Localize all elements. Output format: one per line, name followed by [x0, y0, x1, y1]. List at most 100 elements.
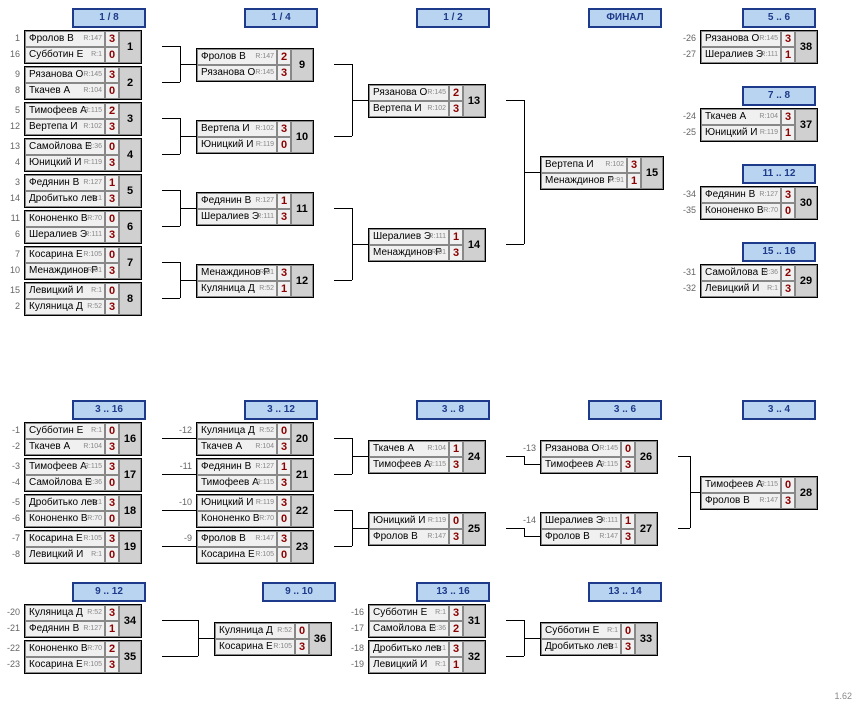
- version-label: 1.62: [834, 691, 852, 701]
- player-name: Менаждинов РR:91: [25, 263, 105, 279]
- player-score: 1: [627, 173, 641, 189]
- player-rating: R:91: [609, 174, 624, 188]
- match-box: Вертепа ИR:1023Менаждинов РR:91115: [540, 156, 664, 190]
- seed-label: -16: [348, 604, 366, 620]
- player-rating: R:52: [87, 606, 102, 620]
- player-score: 2: [449, 621, 463, 637]
- player-score: 3: [295, 639, 309, 655]
- seed-label: -14: [520, 512, 538, 528]
- bracket-connector: [524, 456, 525, 464]
- bracket-connector: [162, 298, 180, 299]
- seed-label: -9: [176, 530, 194, 546]
- seed-label: -35: [680, 202, 698, 218]
- player-score: 3: [105, 439, 119, 455]
- round-header: 13 .. 14: [588, 582, 662, 602]
- match-number: 34: [119, 605, 141, 637]
- player-score: 2: [105, 103, 119, 119]
- player-score: 3: [449, 101, 463, 117]
- player-name: Шералиев ЭR:111: [541, 513, 621, 529]
- match-box: Шералиев ЭR:1111Фролов ВR:147327: [540, 512, 658, 546]
- match-number: 3: [119, 103, 141, 135]
- player-score: 2: [781, 265, 795, 281]
- bracket-connector: [334, 546, 352, 547]
- seed-label: 1: [4, 30, 22, 46]
- player-rating: R:104: [83, 440, 102, 454]
- bracket-connector: [162, 474, 196, 475]
- player-rating: R:105: [83, 532, 102, 546]
- player-score: 0: [621, 623, 635, 639]
- seed-label: -18: [348, 640, 366, 656]
- match-box: Юницкий ИR:1193Кононенко ВR:70022: [196, 494, 314, 528]
- player-rating: R:115: [600, 458, 618, 472]
- player-name: Субботин ЕR:1: [25, 423, 105, 439]
- player-rating: R:115: [84, 104, 102, 118]
- seed-label: -20: [4, 604, 22, 620]
- player-name: Рязанова ОR:145: [369, 85, 449, 101]
- bracket-connector: [162, 154, 180, 155]
- player-name: Федянин ВR:127: [701, 187, 781, 203]
- player-score: 1: [449, 441, 463, 457]
- player-rating: R:70: [763, 204, 778, 218]
- match-box: Субботин ЕR:13Самойлова ЕR:36231: [368, 604, 486, 638]
- seed-label: -5: [4, 494, 22, 510]
- player-rating: R:105: [83, 248, 102, 262]
- bracket-connector: [162, 656, 198, 657]
- match-box: Ткачев АR:1041Тимофеев АR:115324: [368, 440, 486, 474]
- bracket-connector: [180, 136, 196, 137]
- player-score: 0: [277, 423, 291, 439]
- player-rating: R:145: [759, 32, 778, 46]
- seed-label: -8: [4, 546, 22, 562]
- player-score: 0: [621, 441, 635, 457]
- match-number: 6: [119, 211, 141, 243]
- player-score: 0: [105, 247, 119, 263]
- player-name: Шералиев ЭR:111: [25, 227, 105, 243]
- player-name: Косарина ЕR:105: [25, 247, 105, 263]
- player-name: Рязанова ОR:145: [541, 441, 621, 457]
- player-rating: R:119: [428, 514, 446, 528]
- player-rating: R:111: [256, 210, 274, 224]
- player-score: 3: [105, 657, 119, 673]
- player-rating: R:111: [428, 230, 446, 244]
- player-name: Левицкий ИR:1: [369, 657, 449, 673]
- player-rating: R:70: [87, 512, 102, 526]
- match-number: 27: [635, 513, 657, 545]
- seed-label: -4: [4, 474, 22, 490]
- seed-label: -34: [680, 186, 698, 202]
- player-rating: R:119: [84, 156, 102, 170]
- player-rating: R:1: [435, 606, 446, 620]
- player-name: Самойлова ЕR:36: [25, 139, 105, 155]
- match-box: Самойлова ЕR:362Левицкий ИR:1329: [700, 264, 818, 298]
- bracket-connector: [162, 226, 180, 227]
- match-box: Тимофеев АR:1153Самойлова ЕR:36017: [24, 458, 142, 492]
- match-number: 37: [795, 109, 817, 141]
- match-number: 30: [795, 187, 817, 219]
- player-name: Ткачев АR:104: [25, 83, 105, 99]
- player-name: Федянин ВR:127: [197, 193, 277, 209]
- player-score: 3: [105, 227, 119, 243]
- player-name: Ткачев АR:104: [25, 439, 105, 455]
- player-rating: R:145: [255, 66, 274, 80]
- player-rating: R:147: [427, 530, 446, 544]
- match-box: Федянин ВR:1271Тимофеев АR:115321: [196, 458, 314, 492]
- bracket-connector: [506, 456, 524, 457]
- player-rating: R:127: [255, 194, 274, 208]
- player-rating: R:36: [431, 622, 446, 636]
- player-name: Ткачев АR:104: [197, 439, 277, 455]
- player-name: Менаждинов РR:91: [541, 173, 627, 189]
- player-rating: R:147: [599, 530, 618, 544]
- bracket-connector: [352, 528, 368, 529]
- match-box: Субботин ЕR:10Дробитько левR:1333: [540, 622, 658, 656]
- player-score: 3: [105, 299, 119, 315]
- player-name: Субботин ЕR:1: [25, 47, 105, 63]
- player-score: 1: [277, 193, 291, 209]
- bracket-connector: [690, 492, 700, 493]
- player-name: Тимофеев АR:115: [369, 457, 449, 473]
- match-number: 16: [119, 423, 141, 455]
- player-rating: R:1: [91, 192, 102, 206]
- match-number: 18: [119, 495, 141, 527]
- player-name: Тимофеев АR:115: [197, 475, 277, 491]
- match-number: 22: [291, 495, 313, 527]
- player-rating: R:104: [427, 442, 446, 456]
- match-number: 17: [119, 459, 141, 491]
- match-box: Федянин ВR:1271Дробитько левR:135: [24, 174, 142, 208]
